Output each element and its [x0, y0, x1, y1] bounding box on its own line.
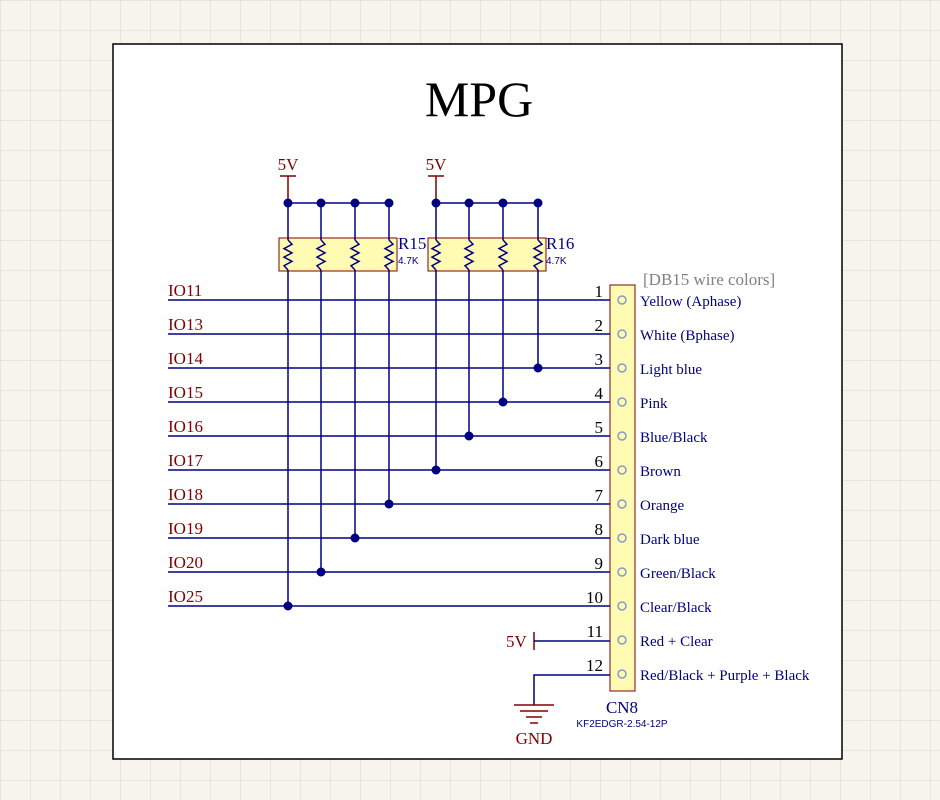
net-label: IO19: [168, 519, 203, 538]
connector-pin-dot: [617, 431, 627, 441]
net-label: IO16: [168, 417, 203, 436]
wire-color-label: Light blue: [640, 362, 702, 378]
resistor-network-r16: R16 4.7K: [427, 202, 574, 272]
net-label: IO15: [168, 383, 203, 402]
connector-pin-number: 8: [595, 520, 604, 539]
connector-pin-number: 7: [595, 486, 604, 505]
connector-pin-dot: [617, 533, 627, 543]
junction-dot: [464, 431, 474, 441]
junction-dot: [498, 397, 508, 407]
r16-designator: R16: [546, 234, 574, 253]
r16-value: 4.7K: [546, 256, 567, 267]
resistor-element: [497, 239, 509, 271]
r15-resistors: [282, 239, 395, 271]
sheet-title: MPG: [425, 71, 533, 127]
resistor-element: [532, 239, 544, 271]
connector-pin-dot: [617, 669, 627, 679]
connector-pin-number: 11: [587, 622, 603, 641]
connector-pin-number: 10: [586, 588, 603, 607]
junction-dot: [316, 567, 326, 577]
connector-pin-dot: [617, 295, 627, 305]
r15-body: [278, 237, 398, 272]
connector-pin-number: 1: [595, 282, 604, 301]
connector-designator: CN8: [606, 698, 638, 717]
pin11-power-5v: 5V: [506, 632, 610, 651]
junction-dot: [283, 198, 293, 208]
resistor-element: [430, 239, 442, 271]
connector-pin-dot: [617, 601, 627, 611]
resistor-element: [282, 239, 294, 271]
junction-dot: [464, 198, 474, 208]
net-label: IO18: [168, 485, 203, 504]
r15-designator: R15: [398, 234, 426, 253]
junction-dot: [384, 198, 394, 208]
pin12-ground: GND: [514, 674, 610, 748]
power-5v-label: 5V: [506, 632, 528, 651]
junction-dot: [533, 363, 543, 373]
wire-color-label: Blue/Black: [640, 430, 708, 446]
wire-color-label: Red + Clear: [640, 634, 713, 650]
r15-value: 4.7K: [398, 256, 419, 267]
junction-dot: [350, 533, 360, 543]
connector-pin-dot: [617, 329, 627, 339]
junction-dot: [316, 198, 326, 208]
connector-pin-number: 12: [586, 656, 603, 675]
wire-color-label: Yellow (Aphase): [640, 294, 741, 310]
net-label: IO14: [168, 349, 203, 368]
connector-cn8: [DB15 wire colors] 1 Yellow (Aphase) 2 Whit…: [576, 270, 809, 730]
connector-part-number: KF2EDGR-2.54-12P: [576, 719, 667, 730]
net-label: IO17: [168, 451, 203, 470]
wire-color-label: White (Bphase): [640, 328, 735, 344]
junction-dot: [533, 198, 543, 208]
r16-body: [427, 237, 547, 272]
resistor-element: [463, 239, 475, 271]
connector-pins: 1 Yellow (Aphase) 2 White (Bphase) 3 Light bl…: [586, 282, 810, 684]
wire-color-label: Orange: [640, 498, 684, 514]
connector-pin-dot: [617, 635, 627, 645]
net-label: IO13: [168, 315, 203, 334]
net-label: IO25: [168, 587, 203, 606]
junction-dot: [431, 198, 441, 208]
connector-pin-number: 9: [595, 554, 604, 573]
net-label: IO20: [168, 553, 203, 572]
gnd-label: GND: [516, 729, 553, 748]
junction-dot: [350, 198, 360, 208]
wire-color-label: Green/Black: [640, 566, 716, 582]
junction-dot: [431, 465, 441, 475]
wire-color-label: Brown: [640, 464, 681, 480]
net-labels: IO11 IO13 IO14 IO15 IO16 IO17 IO18 IO19 IO20 IO25: [168, 281, 203, 606]
connector-note: [DB15 wire colors]: [643, 270, 775, 289]
junction-dots: [283, 198, 543, 611]
connector-pin-number: 2: [595, 316, 604, 335]
net-label: IO11: [168, 281, 202, 300]
power-5v-label: 5V: [426, 155, 448, 174]
connector-pin-dot: [617, 499, 627, 509]
junction-dot: [384, 499, 394, 509]
wire-color-label: Clear/Black: [640, 600, 712, 616]
power-5v-label: 5V: [278, 155, 300, 174]
pullup-drops: [287, 203, 539, 606]
connector-pin-dot: [617, 567, 627, 577]
connector-pin-dot: [617, 363, 627, 373]
resistor-element: [383, 239, 395, 271]
resistor-network-r15: R15 4.7K: [278, 202, 426, 272]
wire-color-label: Pink: [640, 396, 668, 412]
connector-pin-number: 5: [595, 418, 604, 437]
wire-color-label: Dark blue: [640, 532, 700, 548]
connector-pin-number: 6: [595, 452, 604, 471]
resistor-element: [349, 239, 361, 271]
connector-pin-dot: [617, 465, 627, 475]
wire-color-label: Red/Black + Purple + Black: [640, 668, 810, 684]
pin12-wire: [533, 674, 610, 705]
junction-dot: [283, 601, 293, 611]
connector-pin-number: 4: [595, 384, 604, 403]
connector-pin-number: 3: [595, 350, 604, 369]
junction-dot: [498, 198, 508, 208]
resistor-element: [315, 239, 327, 271]
connector-body: [609, 284, 636, 692]
r16-resistors: [430, 239, 544, 271]
connector-pin-dot: [617, 397, 627, 407]
